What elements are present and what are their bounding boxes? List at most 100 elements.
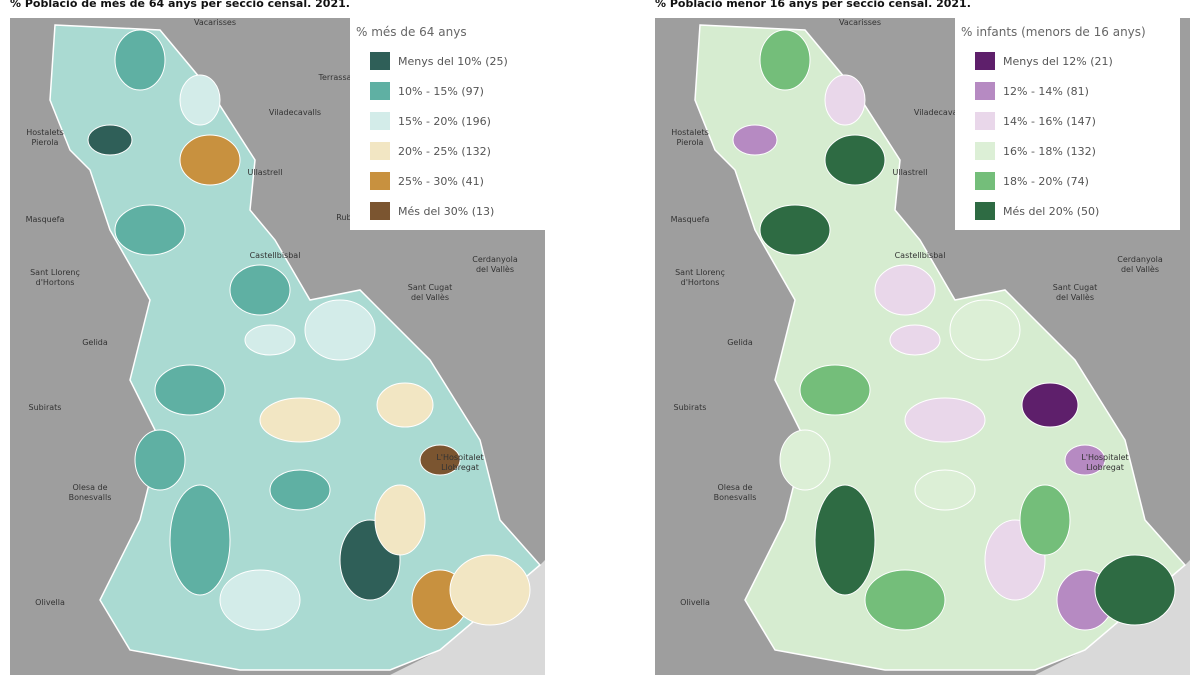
place-label-line: Hostalets (26, 128, 64, 137)
sea (1035, 560, 1190, 675)
place-label-line: Olesa de (717, 483, 752, 492)
census-section (824, 74, 866, 126)
place-label: L'Hospitalet Llobregat (1081, 453, 1128, 472)
legend-swatch (975, 82, 995, 100)
place-label: L'Hospitalet Llobregat (436, 453, 483, 472)
place-label-line: Olesa de (72, 483, 107, 492)
place-label: Vacarisses (839, 18, 881, 27)
place-label: Gelida (82, 338, 108, 347)
legend-swatch (370, 172, 390, 190)
legend-label: Menys del 10% (25) (398, 55, 508, 68)
place-label: Castellbisbal (250, 251, 301, 260)
place-label: Gelida (727, 338, 753, 347)
census-section (824, 134, 886, 186)
census-section (376, 382, 434, 428)
place-label-line: Subirats (674, 403, 707, 412)
place-label-line: del Vallès (411, 292, 449, 302)
place-label-line: Ullastrell (893, 168, 928, 177)
place-label-line: d'Hortons (681, 278, 720, 287)
census-section (179, 74, 221, 126)
place-label-line: Pierola (677, 138, 704, 147)
place-label-line: Sant Cugat (1053, 283, 1098, 292)
census-section (87, 124, 133, 156)
census-section (1021, 382, 1079, 428)
place-label-line: L'Hospitalet (1081, 453, 1128, 462)
place-label: Sant Cugat del Vallès (1053, 283, 1098, 302)
place-label-line: Pierola (32, 138, 59, 147)
legend-label: 10% - 15% (97) (398, 85, 484, 98)
census-section (244, 324, 296, 356)
place-label: Rubí (336, 213, 354, 222)
place-label: Masquefa (671, 215, 710, 224)
place-label-line: Viladecavalls (269, 108, 321, 117)
census-section (949, 299, 1021, 361)
census-section (259, 397, 341, 443)
map-panel: VacarissesTerrassaViladecavallsHostalets… (10, 0, 545, 675)
place-label-line: Sant Cugat (408, 283, 453, 292)
census-section (374, 484, 426, 556)
census-section (169, 484, 231, 596)
place-label: Viladecavalls (914, 108, 966, 117)
census-section (179, 134, 241, 186)
place-label: Castellbisbal (895, 251, 946, 260)
map-panel: VacarissesTerrassaViladecavallsHostalets… (655, 0, 1190, 675)
legend-label: Més del 20% (50) (1003, 205, 1099, 218)
sea (390, 560, 545, 675)
census-section (904, 397, 986, 443)
census-section (1064, 444, 1106, 476)
place-label: Olivella (35, 598, 65, 607)
legend-swatch (975, 142, 995, 160)
legend-label: 12% - 14% (81) (1003, 85, 1089, 98)
place-label-line: Cerdanyola (1117, 255, 1163, 264)
place-label-line: Vacarisses (839, 18, 881, 27)
map-title: % Població de més de 64 anys per secció … (10, 0, 350, 10)
legend-title: % infants (menors de 16 anys) (961, 25, 1146, 39)
place-label-line: Cerdanyola (472, 255, 518, 264)
legend-title: % més de 64 anys (356, 25, 467, 39)
census-section (304, 299, 376, 361)
census-section (269, 469, 331, 511)
place-label: Sant Llorenç d'Hortons (675, 268, 725, 287)
place-label-line: Sant Llorenç (30, 268, 80, 277)
legend-label: 16% - 18% (132) (1003, 145, 1096, 158)
census-section (219, 569, 301, 631)
census-section (914, 469, 976, 511)
place-label-line: del Vallès (476, 264, 514, 274)
legend-swatch (975, 112, 995, 130)
census-section (1094, 554, 1176, 626)
legend-swatch (975, 172, 995, 190)
place-label-line: Gelida (82, 338, 108, 347)
census-section (864, 569, 946, 631)
place-label: Subirats (674, 403, 707, 412)
place-label-line: Bonesvalls (69, 493, 112, 502)
place-label-line: Bonesvalls (714, 493, 757, 502)
place-label-line: Viladecavalls (914, 108, 966, 117)
place-label: Sant Cugat del Vallès (408, 283, 453, 302)
census-section (799, 364, 871, 416)
place-label: Subirats (29, 403, 62, 412)
place-label: Vacarisses (194, 18, 236, 27)
place-label: Olesa de Bonesvalls (69, 483, 112, 502)
legend-swatch (370, 112, 390, 130)
place-label: Hostalets Pierola (671, 128, 709, 147)
place-label: Sant Llorenç d'Hortons (30, 268, 80, 287)
place-label-line: Ullastrell (248, 168, 283, 177)
legend-swatch (370, 202, 390, 220)
place-label: Viladecavalls (269, 108, 321, 117)
census-section (779, 429, 831, 491)
census-section (449, 554, 531, 626)
place-label-line: Olivella (35, 598, 65, 607)
legend-label: Més del 30% (13) (398, 205, 494, 218)
place-label-line: Sant Llorenç (675, 268, 725, 277)
place-label-line: L'Hospitalet (436, 453, 483, 462)
place-label-line: Masquefa (671, 215, 710, 224)
census-section (229, 264, 291, 316)
place-label-line: Olivella (680, 598, 710, 607)
legend-label: 20% - 25% (132) (398, 145, 491, 158)
place-label-line: Masquefa (26, 215, 65, 224)
legend-swatch (370, 82, 390, 100)
place-label: Cerdanyola del Vallès (472, 255, 518, 274)
census-section (1019, 484, 1071, 556)
place-label: Ullastrell (248, 168, 283, 177)
